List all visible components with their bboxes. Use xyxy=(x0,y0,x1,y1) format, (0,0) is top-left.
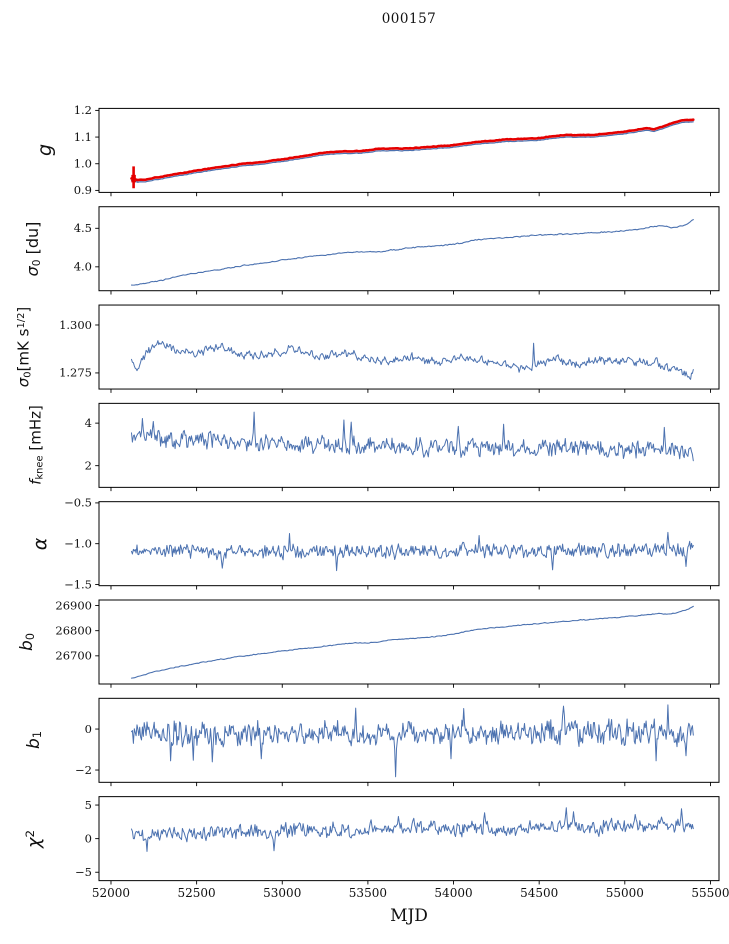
panel-sigma0-du: 4.5 4.0 xyxy=(74,206,720,295)
y-axis-label-b0: b0 xyxy=(16,633,38,651)
series-alpha xyxy=(131,531,694,572)
y-axis-label-sigma0-du: σ0 [du] xyxy=(23,221,43,277)
y-tick-label: −2 xyxy=(75,763,92,777)
panel-fknee: 42 xyxy=(85,402,720,492)
figure-title: 000157 xyxy=(381,11,437,27)
y-tick-label: 0 xyxy=(85,831,92,845)
x-tick-label: 53000 xyxy=(263,886,301,900)
y-tick-label: −1.5 xyxy=(64,577,92,591)
y-tick-label: 4 xyxy=(85,416,92,430)
series-sigma0-du xyxy=(130,219,694,286)
y-tick-label: 4.5 xyxy=(74,221,92,235)
y-tick-label: −5 xyxy=(75,865,92,879)
panel-b1: 0 −2 xyxy=(75,697,720,787)
y-tick-label: 4.0 xyxy=(74,260,92,274)
y-tick-label: 2 xyxy=(85,458,92,472)
panel-g: 1.2 1.1 1.0 0.9 xyxy=(74,103,720,197)
y-axis-label-chi2: χ2 xyxy=(23,829,45,848)
y-tick-label: 26800 xyxy=(55,623,92,637)
x-axis-label: MJD xyxy=(390,906,428,926)
y-tick-label: −1.0 xyxy=(64,536,92,550)
y-tick-label: 1.0 xyxy=(74,157,92,171)
x-tick-label: 55000 xyxy=(606,886,644,900)
series-g-gain xyxy=(130,118,695,182)
axes-spines xyxy=(98,697,720,783)
y-tick-label: 0 xyxy=(85,722,92,736)
x-tick-label: 54500 xyxy=(520,886,558,900)
x-tick-label: 55500 xyxy=(691,886,729,900)
x-tick-label: 54000 xyxy=(434,886,472,900)
panel-b0: 26900 26800 26700 xyxy=(55,598,720,688)
y-tick-label: 1.2 xyxy=(74,103,92,117)
y-axis-label-sigma0-mks: σ0[mK s1/2] xyxy=(14,306,34,388)
axes-spines xyxy=(98,501,720,587)
y-axis-label-fknee: fknee [mHz] xyxy=(26,405,46,486)
axes-spines xyxy=(98,304,720,390)
axes-spines xyxy=(98,796,720,882)
axes-spines xyxy=(98,107,720,193)
y-tick-label: 1.300 xyxy=(59,318,92,332)
y-tick-label: 0.9 xyxy=(74,183,92,197)
y-axis-label-b1: b1 xyxy=(23,731,45,750)
y-tick-label: 26700 xyxy=(55,649,92,663)
series-g-dipole-reference xyxy=(130,121,694,183)
y-axis-label-g: g xyxy=(34,144,56,157)
y-tick-label: 1.1 xyxy=(74,130,92,144)
y-tick-label: 5 xyxy=(85,798,92,812)
panel-alpha: −0.5 −1.0 −1.5 xyxy=(64,496,720,591)
y-axis-label-alpha: α xyxy=(29,537,51,550)
x-tick-label: 53500 xyxy=(349,886,387,900)
series-sigma0-mks xyxy=(131,340,694,380)
series-b1 xyxy=(131,704,694,778)
series-b0 xyxy=(130,605,694,679)
series-chi2 xyxy=(131,807,694,852)
y-tick-label: 1.275 xyxy=(59,366,92,380)
axes-spines xyxy=(98,206,720,292)
x-tick-label: 52500 xyxy=(178,886,216,900)
axes-spines xyxy=(98,402,720,488)
series-fknee xyxy=(131,411,694,462)
y-tick-label: −0.5 xyxy=(64,496,92,510)
y-tick-label: 26900 xyxy=(55,598,92,612)
axes-spines xyxy=(98,599,720,685)
panel-sigma0-mks: 1.300 1.275 xyxy=(59,304,720,393)
x-tick-label: 52000 xyxy=(92,886,130,900)
